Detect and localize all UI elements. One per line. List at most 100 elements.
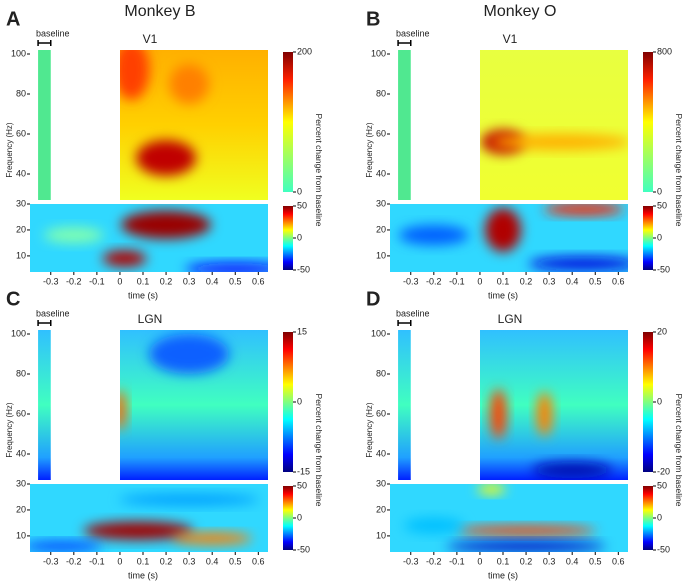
heatmap-blob [532, 462, 613, 478]
x-tick-label: 0 [477, 556, 482, 566]
colorbar-tick-label: 0 [657, 186, 662, 196]
colorbar-tick-label: 0 [657, 232, 662, 242]
heatmap-blob [490, 134, 628, 150]
heatmap-blob [83, 521, 194, 540]
colorbar-tick-label: -50 [657, 264, 670, 274]
y-tick-label: 80 [376, 88, 386, 98]
heatmap-blob [446, 541, 607, 552]
x-tick-label: 0.3 [543, 556, 556, 566]
x-tick-label: 0 [117, 556, 122, 566]
heatmap-top [119, 330, 268, 480]
colorbar-tick-label: 0 [297, 186, 302, 196]
heatmap-blob [477, 484, 506, 495]
x-tick-label: 0.5 [229, 556, 242, 566]
x-tick-label: -0.3 [43, 276, 59, 286]
colorbar-tick-label: -50 [657, 544, 670, 554]
x-tick-label: 0.1 [497, 276, 510, 286]
heatmap-bg [479, 50, 628, 200]
panel: C LGN baseline Frequency (Hz) 40 60 80 100 10 20 3… [5, 288, 324, 580]
x-tick-label: -0.2 [426, 276, 442, 286]
x-tick-label: 0 [477, 276, 482, 286]
colorbar-tick-label: 200 [297, 46, 312, 56]
y-tick-label: 60 [16, 128, 26, 138]
colorbar [283, 332, 293, 472]
heatmap-top [119, 50, 268, 200]
panel: B Monkey O V1 baseline Frequency (Hz) 40 60 80 1… [365, 3, 682, 300]
x-tick-label: -0.1 [449, 556, 465, 566]
baseline-bracket [397, 320, 412, 326]
baseline-strip [398, 330, 411, 480]
panel-letter: B [366, 8, 380, 30]
x-tick-label: 0.1 [497, 556, 510, 566]
heatmap-blob [119, 493, 260, 506]
y-tick-label: 60 [376, 408, 386, 418]
area-label: LGN [138, 312, 163, 326]
baseline-label: baseline [36, 308, 70, 318]
baseline-bracket [37, 320, 52, 326]
heatmap-blob [403, 517, 464, 534]
y-tick-label: 10 [16, 250, 26, 260]
baseline-label: baseline [396, 308, 430, 318]
y-tick-label: 30 [16, 198, 26, 208]
heatmap-blob [102, 250, 147, 267]
heatmap-blob [169, 64, 210, 104]
x-tick-label: 0.6 [252, 556, 265, 566]
x-tick-label: 0.6 [612, 276, 625, 286]
x-tick-label: 0.4 [206, 556, 219, 566]
panel-title: Monkey O [484, 3, 557, 20]
x-axis-label: time (s) [128, 290, 158, 300]
y-tick-label: 40 [376, 168, 386, 178]
x-tick-label: 0.2 [160, 556, 173, 566]
x-tick-label: 0.3 [543, 276, 556, 286]
x-tick-label: 0.1 [137, 276, 150, 286]
colorbar-tick-label: 0 [657, 396, 662, 406]
heatmap-blob [119, 50, 150, 100]
heatmap-blob [528, 256, 628, 271]
baseline-bracket [397, 40, 412, 46]
y-tick-label: 40 [16, 168, 26, 178]
heatmap-blob [43, 227, 104, 244]
y-tick-label: 10 [16, 530, 26, 540]
y-tick-label: 20 [16, 504, 26, 514]
colorbar [283, 52, 293, 192]
heatmap-top [479, 330, 628, 480]
x-tick-label: 0.3 [183, 276, 196, 286]
x-tick-label: -0.3 [403, 276, 419, 286]
y-tick-label: 60 [376, 128, 386, 138]
y-tick-label: 60 [16, 408, 26, 418]
x-tick-label: 0.5 [589, 556, 602, 566]
y-axis-label: Frequency (Hz) [5, 122, 14, 177]
x-tick-label: 0.3 [183, 556, 196, 566]
colorbar-tick-label: 0 [657, 512, 662, 522]
y-tick-label: 100 [371, 48, 386, 58]
x-tick-label: 0.4 [206, 276, 219, 286]
y-axis-label: Frequency (Hz) [365, 402, 374, 457]
baseline-strip [38, 50, 51, 200]
x-tick-label: 0.6 [252, 276, 265, 286]
colorbar [283, 206, 293, 270]
baseline-label: baseline [396, 28, 430, 38]
colorbar [643, 52, 653, 192]
y-tick-label: 10 [376, 250, 386, 260]
baseline-label: baseline [36, 28, 70, 38]
y-tick-label: 100 [11, 328, 26, 338]
colorbar-tick-label: 0 [297, 512, 302, 522]
area-label: V1 [143, 32, 158, 46]
y-tick-label: 100 [11, 48, 26, 58]
heatmap-blob [149, 334, 230, 374]
y-tick-label: 20 [376, 224, 386, 234]
heatmap-low [30, 204, 268, 272]
x-tick-label: 0.1 [137, 556, 150, 566]
colorbar-tick-label: 0 [297, 396, 302, 406]
y-tick-label: 20 [376, 504, 386, 514]
heatmap-blob [485, 207, 522, 252]
colorbar-tick-label: 0 [297, 232, 302, 242]
colorbar-label: Percent change from baseline [674, 114, 682, 227]
x-tick-label: -0.2 [66, 276, 82, 286]
heatmap-blob [121, 210, 212, 239]
y-tick-label: 100 [371, 328, 386, 338]
heatmap-low [390, 484, 628, 552]
colorbar-tick-label: 50 [297, 200, 307, 210]
y-tick-label: 30 [376, 198, 386, 208]
area-label: LGN [498, 312, 523, 326]
